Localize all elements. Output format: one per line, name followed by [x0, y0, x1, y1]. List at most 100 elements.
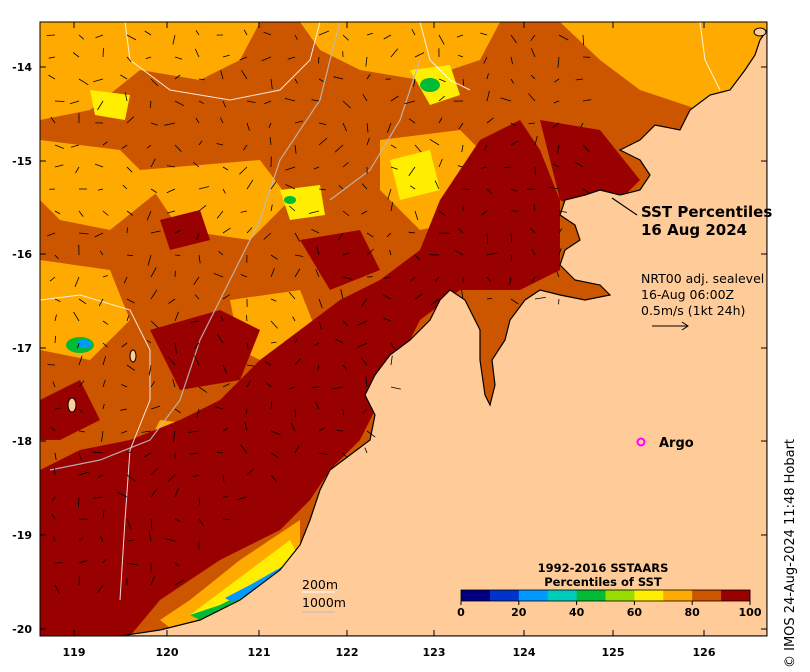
- current-vector: [504, 166, 512, 169]
- current-vector: [462, 188, 470, 190]
- current-vector: [99, 535, 104, 542]
- current-vector: [554, 78, 560, 83]
- current-vector: [51, 514, 56, 520]
- current-vector: [150, 78, 159, 87]
- current-vector: [172, 34, 176, 45]
- current-vector: [150, 467, 159, 476]
- current-vector: [510, 78, 514, 84]
- current-vector: [270, 254, 278, 260]
- current-vector: [126, 116, 135, 124]
- current-vector: [510, 232, 512, 243]
- current-vector: [148, 364, 152, 376]
- lat-tick-label: -17: [12, 342, 32, 355]
- current-vector: [99, 250, 104, 256]
- current-vector: [270, 474, 278, 483]
- current-vector: [239, 56, 248, 61]
- current-vector: [52, 381, 56, 388]
- current-vector: [270, 181, 277, 190]
- lat-tick-label: -15: [12, 155, 32, 168]
- current-vector: [458, 54, 464, 58]
- current-vector: [530, 74, 536, 80]
- current-vector: [486, 73, 489, 80]
- current-vector: [150, 158, 156, 168]
- lon-tick-label: 126: [693, 646, 716, 659]
- current-vector: [457, 165, 464, 168]
- current-vector: [382, 294, 392, 300]
- current-vector: [575, 162, 584, 168]
- current-vector: [54, 254, 59, 260]
- current-vector: [78, 430, 86, 433]
- current-vector: [366, 248, 374, 256]
- current-vector: [241, 70, 248, 80]
- current-vector: [528, 93, 536, 102]
- current-vector: [510, 298, 519, 305]
- current-vector: [383, 276, 392, 279]
- current-vector: [54, 144, 64, 149]
- current-vector: [342, 276, 353, 280]
- current-vector: [70, 144, 80, 148]
- current-vector: [195, 30, 200, 36]
- lon-tick-label: 120: [156, 646, 179, 659]
- current-vector: [92, 451, 104, 454]
- current-vector: [364, 447, 368, 454]
- current-vector: [287, 56, 296, 60]
- current-vector: [270, 341, 277, 344]
- colorbar-frame: [460, 589, 751, 602]
- colorbar-segment: [576, 590, 606, 601]
- current-vector: [78, 34, 85, 40]
- current-vector: [54, 407, 62, 410]
- current-vector: [54, 100, 65, 102]
- current-vector: [366, 232, 374, 238]
- current-vector: [150, 488, 158, 498]
- current-vector: [148, 530, 152, 542]
- colorbar-title-line1: 1992-2016 SSTAARS: [538, 561, 669, 575]
- current-vector: [97, 474, 104, 478]
- current-vector: [534, 135, 538, 146]
- current-vector: [198, 254, 201, 264]
- colorbar-segment: [663, 590, 693, 601]
- current-vector: [166, 165, 176, 168]
- current-vector: [102, 356, 106, 366]
- current-vector: [74, 276, 80, 287]
- current-vector: [334, 144, 344, 153]
- current-vector: [54, 335, 56, 344]
- current-vector: [582, 34, 585, 46]
- current-vector: [78, 380, 85, 388]
- current-vector: [264, 100, 272, 105]
- current-vector: [311, 228, 320, 234]
- current-vector: [456, 34, 464, 38]
- current-vector: [246, 468, 254, 476]
- current-vector: [461, 144, 464, 153]
- current-vector: [174, 342, 177, 354]
- current-vector: [534, 297, 546, 300]
- current-vector: [222, 227, 231, 234]
- current-vector: [292, 316, 296, 322]
- current-vector: [390, 386, 401, 390]
- current-vector: [434, 180, 440, 190]
- current-vector: [72, 52, 80, 58]
- current-vector: [222, 54, 230, 58]
- current-vector: [78, 496, 80, 508]
- current-vector: [387, 188, 392, 200]
- current-vector: [150, 289, 158, 300]
- current-vector: [78, 408, 83, 413]
- current-vector: [438, 158, 443, 168]
- current-vector: [126, 298, 135, 304]
- current-info-line3: 0.5m/s (1kt 24h): [641, 303, 745, 318]
- current-vector: [318, 122, 327, 125]
- current-vector: [93, 496, 104, 499]
- current-vector: [270, 78, 273, 89]
- current-vector: [510, 140, 519, 146]
- current-vector: [289, 205, 296, 212]
- current-vector: [558, 228, 563, 234]
- current-vector: [240, 210, 248, 213]
- lon-tick-label: 124: [513, 646, 536, 659]
- current-vector: [531, 276, 536, 283]
- current-vector: [78, 78, 89, 86]
- current-vector: [558, 210, 567, 213]
- current-vector: [342, 364, 348, 371]
- current-vector: [365, 376, 368, 388]
- current-vector: [462, 78, 465, 86]
- current-vector: [222, 383, 230, 388]
- current-vector: [362, 93, 368, 102]
